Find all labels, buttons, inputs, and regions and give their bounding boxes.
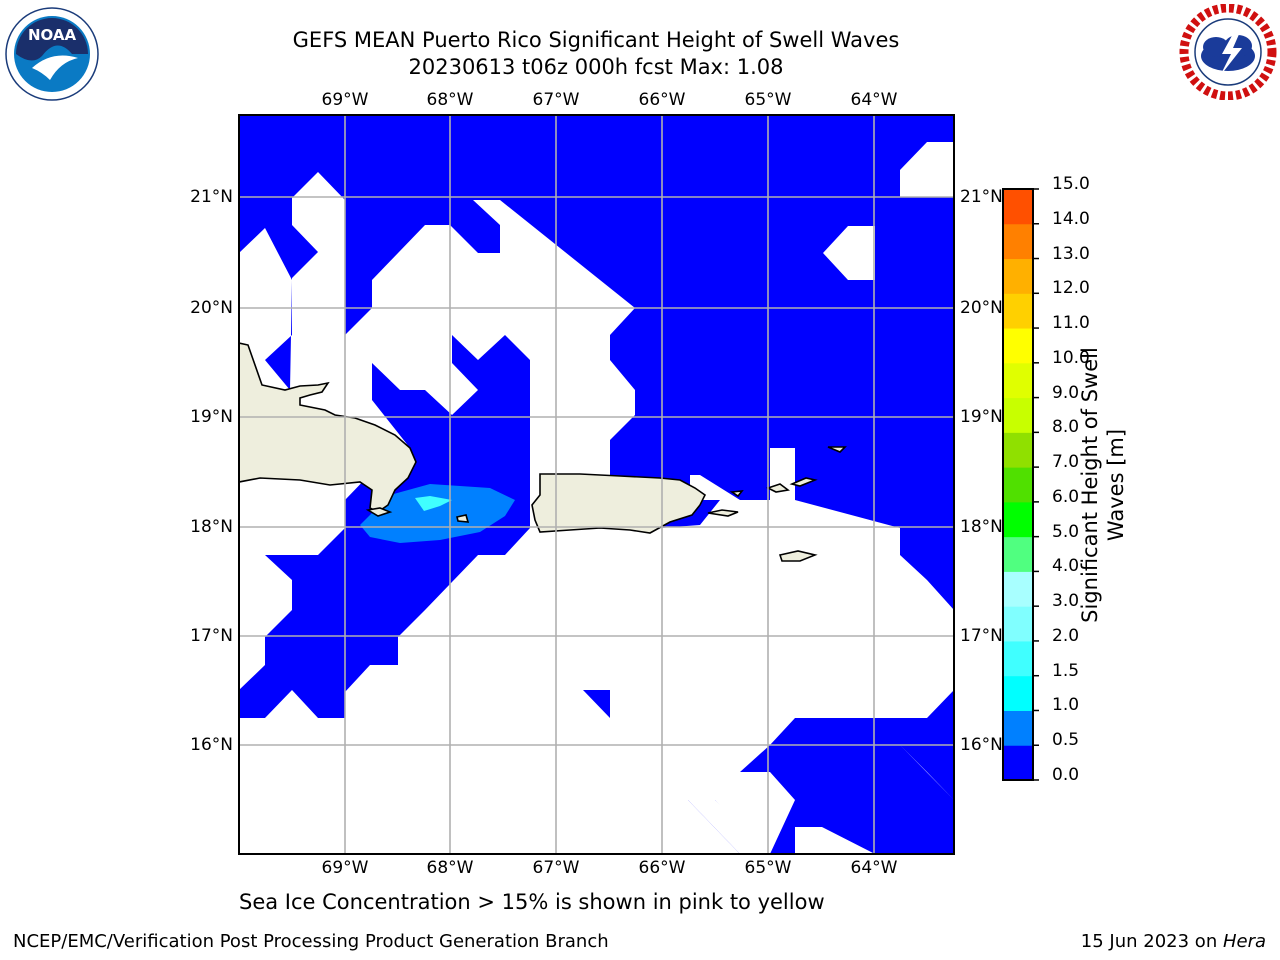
colorbar-ticks: 0.0 0.5 1.0 1.5 2.0 3.0 4.0 5.0 6.0 7.0 8.0 9.0 10.0… [1050,174,1110,792]
lon-tick-bottom: 67°W [532,858,580,878]
swell-field-medium [360,484,515,543]
culebra [729,490,744,498]
lat-tick-left: 20°N [190,298,233,318]
swell-field-high [415,496,452,511]
lat-tick-right: 18°N [960,517,1003,537]
map-frame [238,114,955,855]
colorbar-segment [1003,640,1033,677]
colorbar-tick-label: 6.0 [1052,486,1080,507]
colorbar-tick-label: 2.0 [1052,625,1080,646]
colorbar-segment [1003,362,1033,399]
footer-machine: Hera [1222,931,1266,952]
colorbar-segment [1003,258,1033,294]
lon-tick-bottom: 66°W [638,858,686,878]
colorbar-segment [1003,397,1033,433]
colorbar-tick-label: 3.0 [1052,591,1080,612]
plot-title: GEFS MEAN Puerto Rico Significant Height… [292,28,900,52]
tortola [789,477,818,487]
colorbar-tick-label: 15.0 [1052,174,1090,194]
colorbar-tick-label: 4.0 [1052,556,1080,577]
lat-tick-right: 19°N [960,407,1003,427]
colorbar-tick-label: 10.0 [1052,347,1090,368]
colorbar-tick-label: 1.0 [1052,695,1080,716]
colorbar-segment [1003,571,1033,607]
colorbar-segment [1003,675,1033,711]
colorbar-segment [1003,189,1033,225]
vieques [707,509,739,517]
colorbar-segment [1003,536,1033,572]
colorbar-label-line1: Significant Height of Swell [1078,347,1102,623]
lon-tick-bottom: 64°W [850,858,898,878]
virgin-islands [765,483,790,493]
mona-island [456,514,470,523]
colorbar-tick-label: 0.0 [1052,765,1080,785]
sea-ice-note: Sea Ice Concentration > 15% is shown in … [239,890,825,914]
colorbar-tick-label: 5.0 [1052,521,1080,542]
colorbar-segment [1003,293,1033,329]
st-croix [778,550,818,562]
saona-island [365,507,393,517]
colorbar-tick-label: 11.0 [1052,313,1090,334]
colorbar [1002,188,1039,781]
colorbar-segment [1003,501,1033,538]
lat-tick-right: 17°N [960,626,1003,646]
colorbar-tick-label: 14.0 [1052,208,1090,229]
lon-tick-top: 66°W [638,90,686,110]
colorbar-tick-label: 0.5 [1052,730,1080,751]
lat-tick-right: 16°N [960,735,1003,755]
colorbar-segment [1003,467,1033,503]
colorbar-frame [1002,188,1034,781]
colorbar-tick-label: 8.0 [1052,417,1080,438]
hispaniola [239,342,417,513]
lat-tick-right-group: 21°N 20°N 19°N 18°N 17°N 16°N [958,180,1004,780]
plot-subtitle: 20230613 t06z 000h fcst Max: 1.08 [408,55,784,79]
colorbar-label-line2: Waves [m] [1104,428,1128,542]
colorbar-tick-label: 1.5 [1052,660,1080,681]
noaa-logo-icon: NOAA [5,7,99,101]
noaa-logo-text: NOAA [28,26,77,44]
colorbar-segment [1003,606,1033,642]
footer-date-text: 15 Jun 2023 on [1080,931,1223,952]
lat-tick-left: 18°N [190,517,233,537]
lon-tick-bottom: 65°W [744,858,792,878]
map-gridlines [239,115,954,854]
colorbar-segment [1003,745,1033,781]
colorbar-tick-label: 7.0 [1052,452,1080,473]
colorbar-tick-label: 13.0 [1052,243,1090,264]
colorbar-segment [1003,328,1033,364]
colorbar-segment [1003,223,1033,260]
colorbar-segment [1003,432,1033,468]
footer-producer: NCEP/EMC/Verification Post Processing Pr… [13,931,609,952]
lon-tick-top: 68°W [426,90,474,110]
lon-tick-bottom: 68°W [426,858,474,878]
lat-tick-left: 16°N [190,735,233,755]
lat-tick-left: 21°N [190,187,233,207]
lon-tick-top: 67°W [532,90,580,110]
nws-logo-icon [1179,4,1277,100]
lat-tick-right: 21°N [960,187,1003,207]
lon-tick-top: 69°W [321,90,369,110]
lon-tick-top: 64°W [850,90,898,110]
colorbar-segment [1003,710,1033,746]
lat-tick-left: 17°N [190,626,233,646]
colorbar-tick-label: 9.0 [1052,382,1080,403]
anegada [827,446,847,453]
lat-tick-left: 19°N [190,407,233,427]
lat-tick-right: 20°N [960,298,1003,318]
colorbar-tick-label: 12.0 [1052,278,1090,299]
lon-tick-top: 65°W [744,90,792,110]
footer-date: 15 Jun 2023 on Hera [1081,931,1266,952]
lon-tick-bottom: 69°W [321,858,369,878]
